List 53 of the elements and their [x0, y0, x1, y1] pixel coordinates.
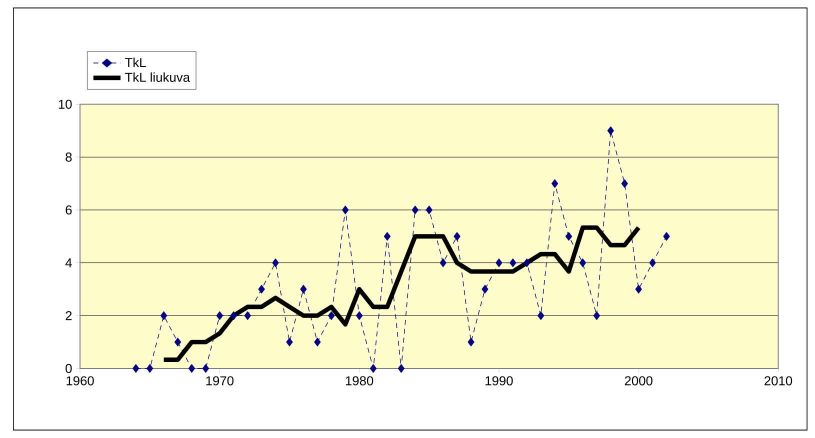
y-tick-label: 4	[65, 258, 72, 268]
point	[468, 338, 474, 346]
point	[579, 258, 586, 268]
point	[132, 364, 140, 373]
point	[496, 258, 502, 268]
x-tick-label: 1990	[486, 376, 513, 386]
point	[538, 311, 544, 320]
y-tick-label: 8	[66, 152, 72, 162]
point	[607, 126, 614, 136]
legend-label: TkL	[125, 58, 146, 67]
legend-label: TkL liukuva	[125, 72, 190, 82]
x-tick-label: 1960	[66, 376, 94, 386]
point	[286, 338, 293, 346]
point	[621, 179, 628, 188]
y-tick-label: 2	[66, 311, 72, 320]
point	[635, 284, 642, 294]
point	[482, 284, 488, 294]
point	[328, 311, 335, 320]
point	[146, 364, 154, 373]
x-tick-label: 1970	[206, 376, 234, 386]
point	[384, 232, 391, 241]
point	[524, 258, 530, 268]
point	[454, 232, 460, 241]
point	[370, 364, 377, 373]
point	[593, 311, 600, 320]
x-tick-label: 1980	[346, 376, 374, 386]
point	[551, 179, 558, 188]
point	[356, 311, 363, 320]
x-tick-label: 2000	[624, 376, 652, 386]
point	[663, 232, 670, 241]
y-tick-label: 0	[66, 364, 72, 374]
point	[510, 258, 516, 268]
point	[314, 338, 321, 346]
point	[188, 364, 196, 373]
y-tick-label: 10	[58, 100, 72, 109]
x-tick-label: 2010	[764, 376, 792, 386]
point	[174, 338, 182, 346]
point	[565, 232, 572, 241]
point	[230, 311, 237, 320]
point	[342, 206, 349, 214]
point	[272, 258, 279, 268]
point	[216, 311, 223, 320]
point	[412, 206, 418, 214]
point	[440, 258, 446, 268]
point	[398, 364, 405, 373]
point	[160, 311, 168, 320]
point	[649, 258, 656, 268]
point	[426, 206, 432, 214]
point	[202, 364, 210, 373]
point	[244, 311, 251, 320]
point	[300, 284, 307, 294]
point	[258, 284, 265, 294]
y-tick-label: 6	[66, 205, 72, 215]
